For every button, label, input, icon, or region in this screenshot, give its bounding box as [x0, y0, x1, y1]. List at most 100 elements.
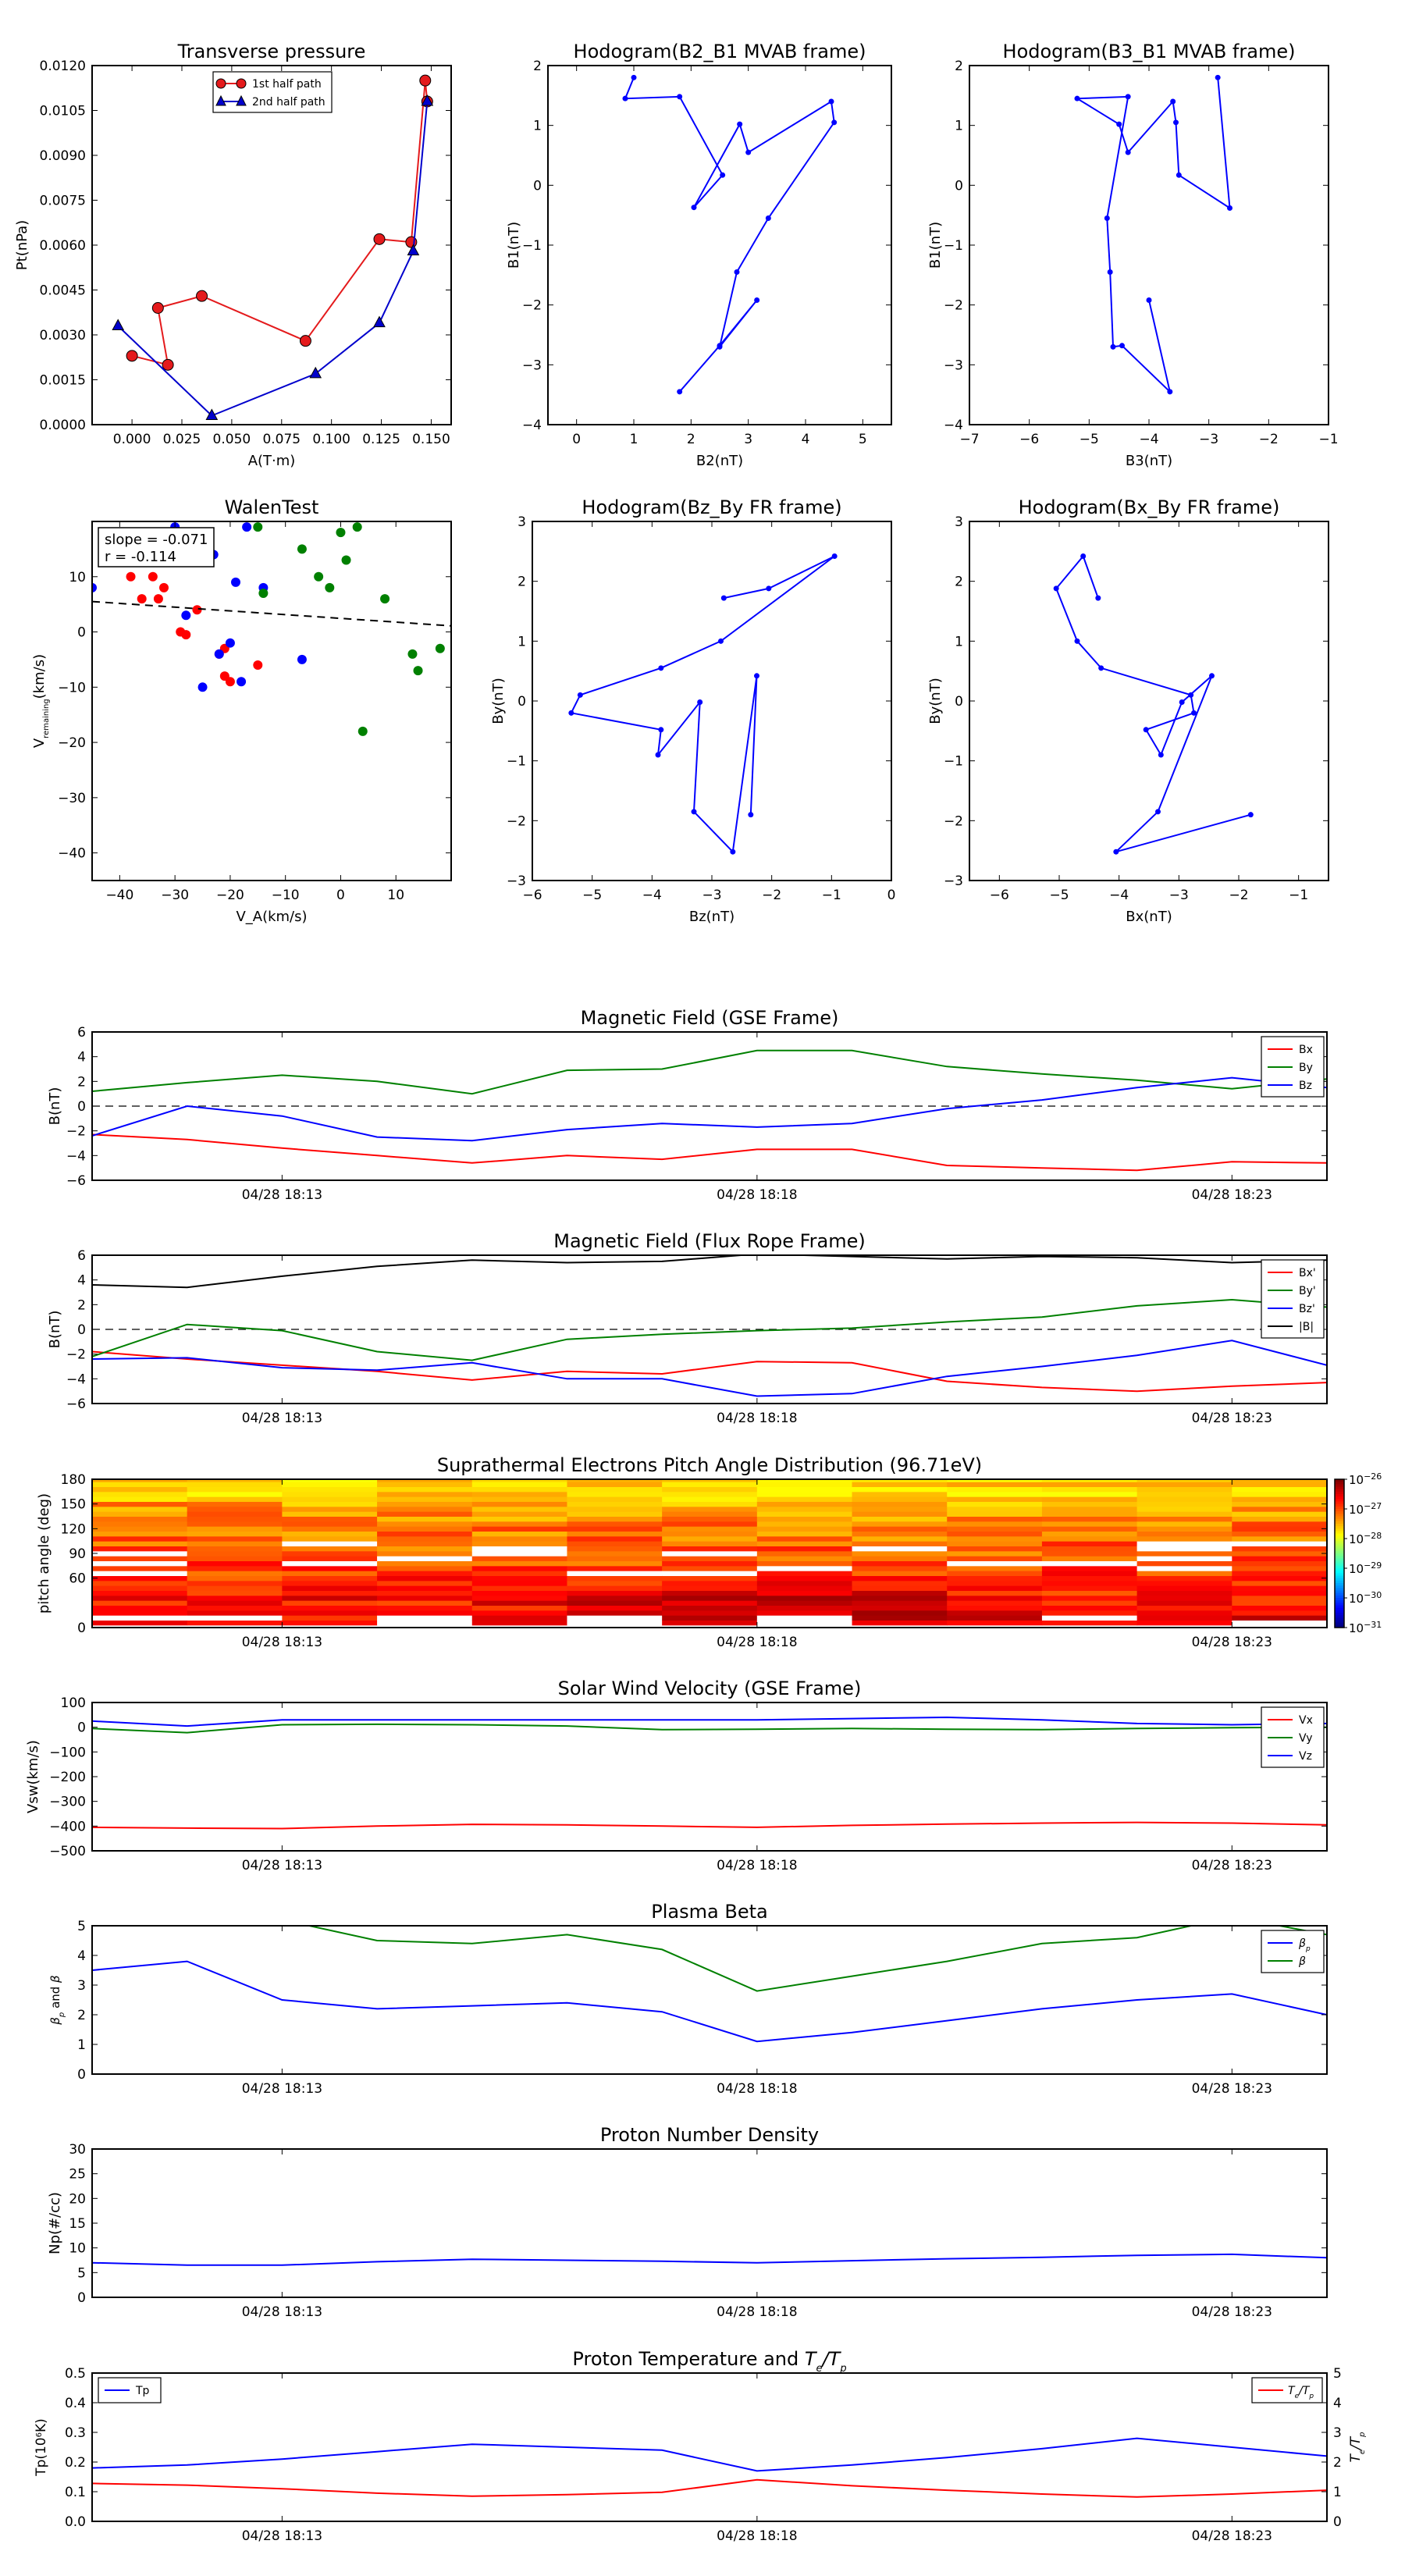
- heat-cell: [471, 1516, 567, 1522]
- data-point: [253, 660, 263, 670]
- y-tick-label: 0.5: [65, 2366, 86, 2382]
- heat-cell: [377, 1531, 473, 1537]
- data-point: [717, 343, 723, 349]
- heat-cell: [662, 1600, 758, 1606]
- x-tick-label: −1: [822, 888, 841, 903]
- colorbar-cell: [1335, 1592, 1344, 1596]
- data-point: [159, 582, 169, 592]
- heat-cell: [1232, 1565, 1327, 1571]
- heat-cell: [1136, 1511, 1232, 1517]
- heat-cell: [662, 1521, 758, 1527]
- y-tick-label: 0: [955, 694, 963, 710]
- series-line: [92, 1716, 1327, 1727]
- data-point: [214, 649, 224, 659]
- heat-cell: [1232, 1535, 1327, 1542]
- legend-label: 2nd half path: [252, 96, 325, 109]
- x-tick-label: −2: [1229, 888, 1248, 903]
- y-tick-label: 0: [77, 1621, 86, 1636]
- data-point: [1125, 149, 1131, 155]
- data-point: [373, 233, 386, 245]
- heat-cell: [92, 1491, 188, 1497]
- y-axis-label: Vsw(km/s): [25, 1740, 41, 1813]
- heat-cell: [187, 1511, 283, 1517]
- annotation-box: [98, 527, 215, 568]
- heat-cell: [567, 1610, 663, 1616]
- y-tick-label: 2: [77, 1297, 86, 1313]
- chart-title: Hodogram(B3_B1 MVAB frame): [1003, 41, 1296, 62]
- colorbar-cell: [1335, 1580, 1344, 1584]
- colorbar-tick-label: 10−27: [1349, 1501, 1382, 1517]
- plot-frame: [91, 1925, 1328, 2075]
- x-tick-label: −2: [762, 888, 781, 903]
- heat-cell: [852, 1610, 948, 1616]
- heat-cell: [377, 1565, 473, 1571]
- x-tick-label: 4: [802, 432, 810, 447]
- heat-cell: [947, 1575, 1043, 1582]
- y-axis-label: Pt(nPa): [14, 220, 30, 270]
- heat-cell: [567, 1600, 663, 1606]
- colorbar-cell: [1335, 1558, 1344, 1561]
- data-point: [162, 358, 174, 371]
- series-line: [92, 1350, 1327, 1393]
- colorbar-cell: [1335, 1624, 1344, 1628]
- y-tick-label: 0.0120: [40, 59, 86, 74]
- y-tick-label: 2: [955, 575, 963, 590]
- data-point: [197, 682, 208, 692]
- heat-cell: [92, 1506, 188, 1512]
- y-tick-label: 0.0075: [40, 194, 86, 209]
- heat-cell: [567, 1595, 663, 1601]
- y-axis-label: Np(#/cc): [47, 2192, 63, 2254]
- chart-title: Transverse pressure: [177, 41, 366, 62]
- x-tick-label: 04/28 18:23: [1192, 1858, 1272, 1873]
- chart-title: Hodogram(B2_B1 MVAB frame): [574, 41, 866, 62]
- colorbar-cell: [1335, 1501, 1344, 1505]
- heat-cell: [567, 1590, 663, 1596]
- heat-cell: [377, 1506, 473, 1512]
- heat-cell: [282, 1516, 378, 1522]
- x-tick-label: 04/28 18:23: [1192, 1635, 1272, 1650]
- colorbar-cell: [1335, 1486, 1344, 1490]
- heat-cell: [567, 1516, 663, 1522]
- data-point: [658, 727, 664, 733]
- y-tick-label: 150: [61, 1497, 86, 1513]
- heat-cell: [1041, 1615, 1138, 1621]
- heat-cell: [1041, 1486, 1138, 1493]
- y-tick-label: 1: [77, 2037, 86, 2053]
- y-tick-label: −20: [58, 735, 86, 751]
- heat-cell: [852, 1550, 948, 1557]
- data-point: [1143, 727, 1149, 733]
- data-point: [1188, 692, 1194, 698]
- heat-cell: [187, 1590, 283, 1596]
- heat-cell: [377, 1620, 473, 1626]
- heat-cell: [92, 1575, 188, 1582]
- data-point: [380, 594, 390, 604]
- heat-cell: [852, 1595, 948, 1601]
- heat-cell: [377, 1491, 473, 1497]
- heat-cell: [852, 1556, 948, 1561]
- colorbar-cell: [1335, 1489, 1344, 1493]
- x-tick-label: 04/28 18:13: [242, 2528, 322, 2544]
- colorbar-tick-label: 10−31: [1349, 1620, 1382, 1636]
- heat-cell: [852, 1605, 948, 1611]
- x-tick-label: 04/28 18:13: [242, 1635, 322, 1650]
- data-point: [745, 149, 752, 155]
- heat-cell: [187, 1620, 283, 1626]
- heat-cell: [282, 1506, 378, 1512]
- heat-cell: [947, 1501, 1043, 1507]
- colorbar-cell: [1335, 1511, 1344, 1514]
- y-tick-label: 90: [69, 1546, 86, 1562]
- heat-cell: [377, 1546, 473, 1552]
- heat-cell: [282, 1600, 378, 1606]
- heat-cell: [187, 1610, 283, 1616]
- y-axis-label: Tp(106K): [34, 2418, 49, 2477]
- heat-cell: [1136, 1516, 1232, 1522]
- heat-cell: [1041, 1560, 1138, 1567]
- y-axis-label: βp and β: [48, 1975, 66, 2026]
- y-axis-label: B1(nT): [506, 222, 522, 269]
- x-tick-label: 5: [859, 432, 867, 447]
- heat-cell: [1136, 1496, 1232, 1502]
- heat-cell: [471, 1546, 567, 1552]
- heat-cell: [282, 1521, 378, 1527]
- x-tick-label: −3: [1169, 888, 1189, 903]
- y-tick-label: 0: [77, 2290, 86, 2306]
